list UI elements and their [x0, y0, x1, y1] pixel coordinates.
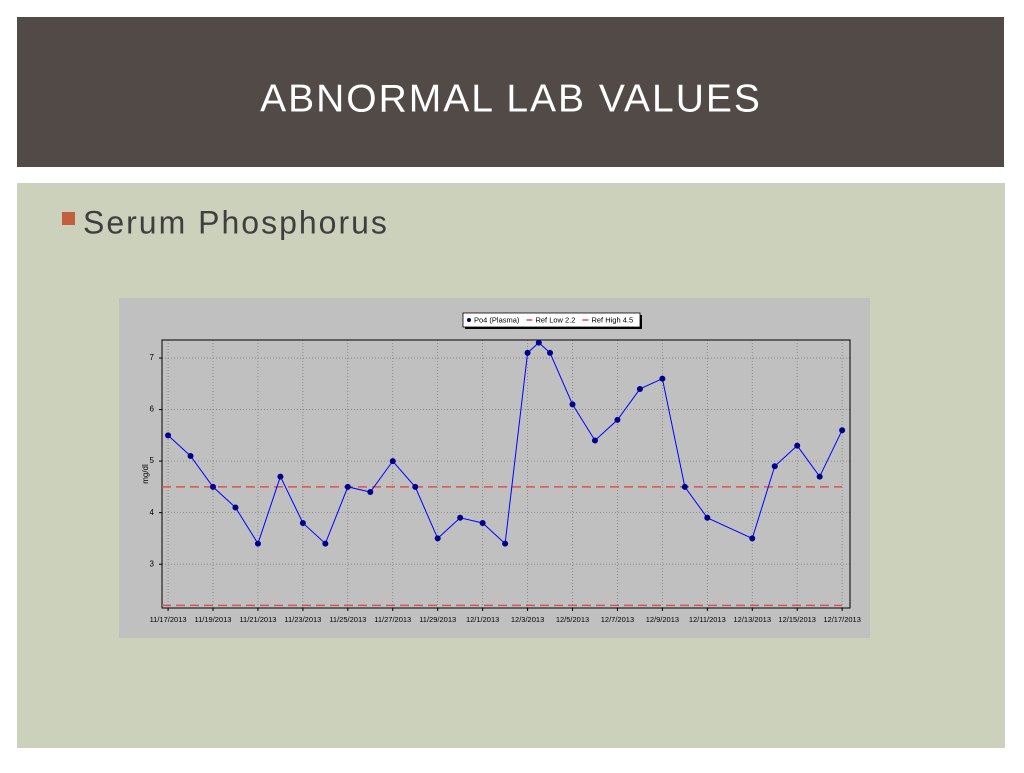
- y-axis-label: mg/dl: [141, 464, 150, 484]
- data-point: [322, 540, 329, 547]
- x-tick-label: 11/27/2013: [374, 615, 411, 624]
- plot-frame: [161, 339, 851, 609]
- x-tick-label: 12/17/2013: [823, 615, 861, 624]
- data-point: [165, 432, 172, 439]
- legend-marker: [467, 318, 471, 322]
- legend: [462, 312, 641, 328]
- data-point: [299, 519, 306, 526]
- data-point: [524, 349, 531, 356]
- data-point: [254, 540, 261, 547]
- x-tick-label: 12/11/2013: [689, 615, 726, 624]
- data-point: [344, 483, 351, 490]
- data-point: [457, 514, 464, 521]
- x-tick-label: 11/17/2013: [150, 615, 187, 624]
- x-tick-label: 11/19/2013: [195, 615, 232, 624]
- bullet-text: Serum Phosphorus: [83, 204, 389, 240]
- data-point: [816, 473, 823, 480]
- data-point: [210, 483, 217, 490]
- legend-label: Ref Low 2.2: [535, 315, 575, 324]
- x-tick-label: 11/23/2013: [284, 615, 321, 624]
- slide-title: ABNORMAL LAB VALUES: [260, 77, 762, 120]
- x-tick-label: 11/25/2013: [329, 615, 366, 624]
- data-point: [277, 473, 284, 480]
- data-point: [749, 535, 756, 542]
- data-point: [547, 349, 554, 356]
- data-point: [389, 458, 396, 465]
- x-tick-label: 12/13/2013: [733, 615, 771, 624]
- data-point: [794, 442, 801, 449]
- x-tick-label: 12/3/2013: [511, 615, 544, 624]
- data-point: [771, 463, 778, 470]
- y-tick-label: 3: [150, 559, 155, 568]
- y-tick-label: 4: [150, 508, 155, 517]
- legend-label: Ref High 4.5: [591, 315, 633, 324]
- x-tick-label: 11/29/2013: [419, 615, 456, 624]
- data-point: [434, 535, 441, 542]
- data-point: [569, 401, 576, 408]
- y-tick-label: 7: [150, 353, 155, 362]
- data-point: [535, 339, 542, 346]
- y-tick-label: 6: [150, 405, 155, 414]
- data-point: [704, 514, 711, 521]
- x-tick-label: 12/1/2013: [466, 615, 499, 624]
- data-point: [232, 504, 239, 511]
- data-point: [479, 519, 486, 526]
- data-point: [591, 437, 598, 444]
- x-tick-label: 11/21/2013: [239, 615, 276, 624]
- x-tick-label: 12/7/2013: [601, 615, 634, 624]
- x-tick-label: 12/9/2013: [646, 615, 679, 624]
- data-point: [614, 416, 621, 423]
- chart-background: [119, 298, 870, 638]
- data-point: [636, 385, 643, 392]
- bullet-marker: [62, 212, 75, 225]
- x-tick-label: 12/5/2013: [556, 615, 589, 624]
- data-point: [681, 483, 688, 490]
- data-point: [187, 452, 194, 459]
- data-point: [839, 427, 846, 434]
- data-point: [502, 540, 509, 547]
- header-band: [17, 17, 1004, 167]
- x-tick-label: 12/15/2013: [778, 615, 816, 624]
- data-point: [367, 489, 374, 496]
- legend-label: Po4 (Plasma): [474, 315, 520, 324]
- data-point: [412, 483, 419, 490]
- y-tick-label: 5: [150, 456, 155, 465]
- data-point: [659, 375, 666, 382]
- chart: 3 4 5 6 7 11/17/2013 11/19/2013 11/21/2013 11/23…: [141, 312, 861, 624]
